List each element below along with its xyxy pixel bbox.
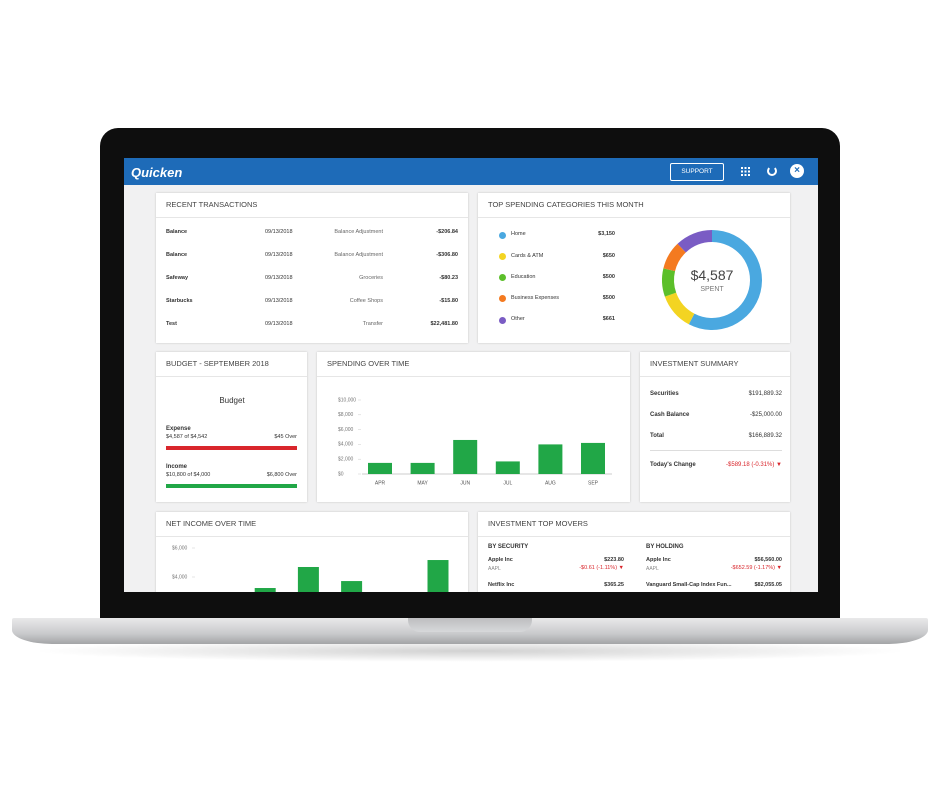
change-value: -$589.18 (-0.31%) ▼ [726, 462, 782, 468]
legend-value: $500 [602, 273, 615, 280]
laptop-shadow [30, 640, 910, 662]
legend-dot [499, 295, 506, 303]
laptop-notch [408, 618, 532, 632]
legend-value: $500 [602, 295, 615, 302]
transaction-payee: Balance [166, 252, 188, 259]
refresh-icon[interactable] [767, 166, 777, 176]
transaction-category: Coffee Shops [349, 298, 383, 305]
legend-dot [499, 231, 506, 239]
support-label[interactable]: SUPPORT [681, 167, 713, 175]
legend-value: $661 [602, 316, 615, 323]
card-divider [640, 376, 790, 377]
transaction-amount: -$15.80 [439, 298, 458, 305]
card-title: INVESTMENT SUMMARY [650, 359, 739, 369]
donut-center-value: $4,587 [690, 267, 734, 283]
card-title: NET INCOME OVER TIME [166, 519, 257, 529]
summary-value: $166,889.32 [748, 433, 782, 439]
transaction-amount: $22,481.80 [430, 321, 458, 328]
support-button[interactable] [670, 163, 724, 181]
budget-heading: Budget [219, 396, 245, 405]
transaction-payee: Test [166, 321, 177, 328]
donut-center-label: SPENT [700, 285, 724, 293]
movers-heading: BY SECURITY [488, 544, 529, 550]
legend-value: $3,150 [598, 231, 615, 238]
card-title: BUDGET - SEPTEMBER 2018 [166, 359, 269, 369]
transaction-amount: -$306.80 [436, 252, 458, 259]
card-title: INVESTMENT TOP MOVERS [488, 519, 588, 529]
mover-name: Vanguard Small-Cap Index Fun... [646, 582, 732, 589]
budget-status: $45 Over [274, 434, 297, 441]
legend-dot [499, 316, 506, 324]
card-divider [156, 376, 307, 377]
legend-dot [499, 252, 506, 260]
legend-value: $650 [602, 252, 615, 259]
budget-status: $6,800 Over [266, 472, 297, 479]
close-icon[interactable]: × [790, 164, 804, 178]
summary-value: $191,889.32 [748, 391, 782, 397]
logo: Quicken [131, 164, 183, 180]
transaction-category: Balance Adjustment [334, 229, 383, 236]
budget-progress: $4,587 of $4,542 [166, 434, 208, 441]
transaction-amount: -$80.23 [439, 275, 458, 282]
budget-bar [166, 484, 297, 488]
mover-ticker: AAPL [646, 565, 659, 572]
transaction-date: 09/13/2018 [265, 298, 293, 305]
transaction-category: Transfer [362, 321, 383, 328]
card [640, 352, 790, 502]
budget-bar [166, 446, 297, 450]
legend-label: Home [511, 231, 526, 238]
summary-divider [650, 450, 782, 451]
mover-price: $365.25 [604, 582, 624, 589]
apps-icon[interactable] [741, 167, 750, 176]
legend-label: Business Expenses [511, 295, 559, 302]
card [317, 352, 630, 502]
transaction-date: 09/13/2018 [265, 275, 293, 282]
card [156, 352, 307, 502]
mover-price: $56,560.00 [754, 557, 782, 564]
mover-name: Netflix Inc [488, 582, 515, 589]
transaction-date: 09/13/2018 [265, 252, 293, 259]
card-divider [156, 217, 468, 218]
legend-label: Cards & ATM [511, 252, 544, 259]
mover-price: $223.80 [604, 557, 624, 564]
legend-label: Education [511, 273, 536, 280]
card-divider [317, 376, 630, 377]
card-title: SPENDING OVER TIME [327, 359, 410, 369]
summary-label: Cash Balance [650, 412, 690, 418]
summary-label: Securities [650, 391, 679, 397]
movers-heading: BY HOLDING [646, 544, 684, 550]
transaction-payee: Starbucks [166, 298, 193, 305]
card-divider [478, 217, 790, 218]
mover-price: $82,055.05 [754, 582, 782, 589]
summary-label: Total [650, 433, 664, 439]
mover-ticker: AAPL [488, 565, 501, 572]
card-title: RECENT TRANSACTIONS [166, 200, 258, 210]
card-divider [478, 536, 790, 537]
mover-change: -$0.61 (-1.11%) ▼ [579, 565, 624, 572]
transaction-date: 09/13/2018 [265, 321, 293, 328]
change-label: Today's Change [650, 462, 696, 468]
card-divider [156, 536, 468, 537]
card [156, 193, 468, 343]
bezel-chin [124, 592, 818, 618]
budget-progress: $10,800 of $4,000 [166, 472, 211, 479]
transaction-category: Balance Adjustment [334, 252, 383, 259]
transaction-amount: -$206.84 [436, 229, 458, 236]
budget-item-name: Expense [166, 426, 191, 432]
transaction-payee: Balance [166, 229, 188, 236]
summary-value: -$25,000.00 [749, 412, 782, 418]
legend-label: Other [511, 316, 525, 323]
mover-name: Apple Inc [646, 557, 671, 564]
budget-item-name: Income [166, 464, 188, 470]
transaction-payee: Safeway [166, 275, 189, 282]
mover-name: Apple Inc [488, 557, 513, 564]
transaction-category: Groceries [359, 275, 383, 282]
card-title: TOP SPENDING CATEGORIES THIS MONTH [488, 200, 644, 210]
legend-dot [499, 274, 506, 282]
mover-change: -$652.59 (-1.17%) ▼ [730, 565, 782, 572]
transaction-date: 09/13/2018 [265, 229, 293, 236]
